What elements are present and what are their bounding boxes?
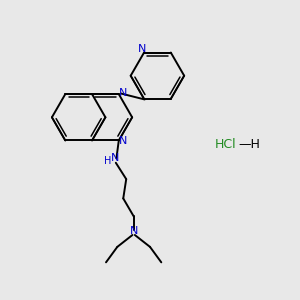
Text: N: N <box>137 44 146 54</box>
Text: H: H <box>104 156 111 166</box>
Text: —H: —H <box>238 138 260 151</box>
Text: N: N <box>119 136 128 146</box>
Text: N: N <box>130 226 138 236</box>
Text: HCl: HCl <box>215 138 237 151</box>
Text: N: N <box>111 153 119 163</box>
Text: N: N <box>119 88 128 98</box>
